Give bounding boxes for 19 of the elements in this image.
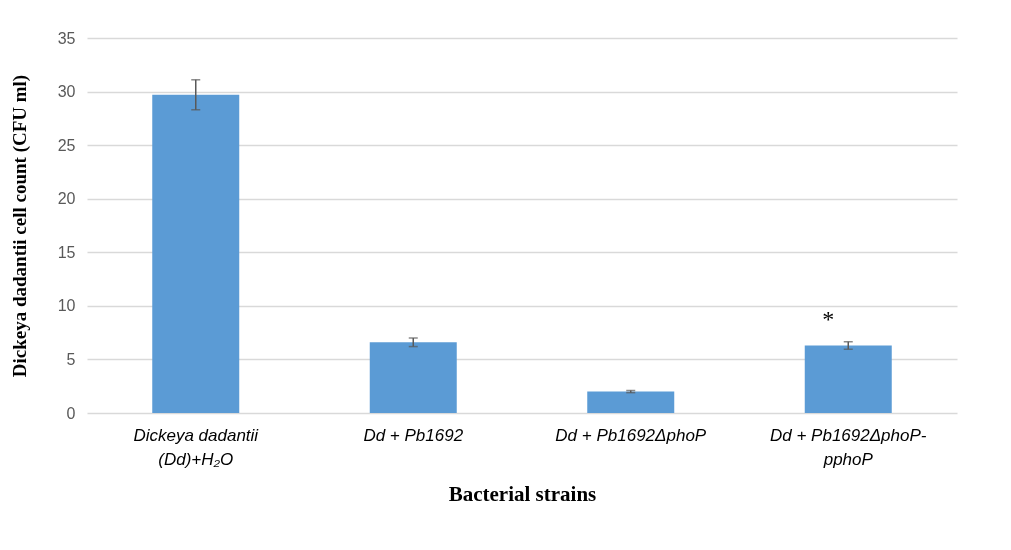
bar: [369, 342, 457, 413]
y-axis-title: Dickeya dadantii cell count (CFU ml): [8, 74, 31, 378]
bar: [804, 345, 892, 413]
y-tick-label: 5: [66, 350, 76, 368]
x-tick-label: Dd + Pb1692ΔphoP- pphoP: [770, 425, 927, 469]
y-tick-label: 30: [57, 83, 76, 101]
x-tick-label: Dd + Pb1692: [363, 425, 464, 445]
x-tick-label: Dd + Pb1692ΔphoP: [555, 425, 707, 445]
y-tick-label: 15: [57, 243, 76, 261]
y-tick-label: 20: [57, 190, 76, 208]
y-tick-label: 35: [57, 29, 76, 47]
y-tick-label: 0: [66, 404, 76, 422]
annotation: *: [822, 305, 835, 332]
y-tick-label: 25: [57, 136, 76, 154]
bar: [152, 94, 240, 413]
bar: [587, 391, 675, 413]
x-axis-title: Bacterial strains: [448, 481, 597, 506]
x-tick-label: Dickeya dadantii (Dd)+H₂O: [133, 425, 260, 469]
y-tick-label: 10: [57, 297, 76, 315]
